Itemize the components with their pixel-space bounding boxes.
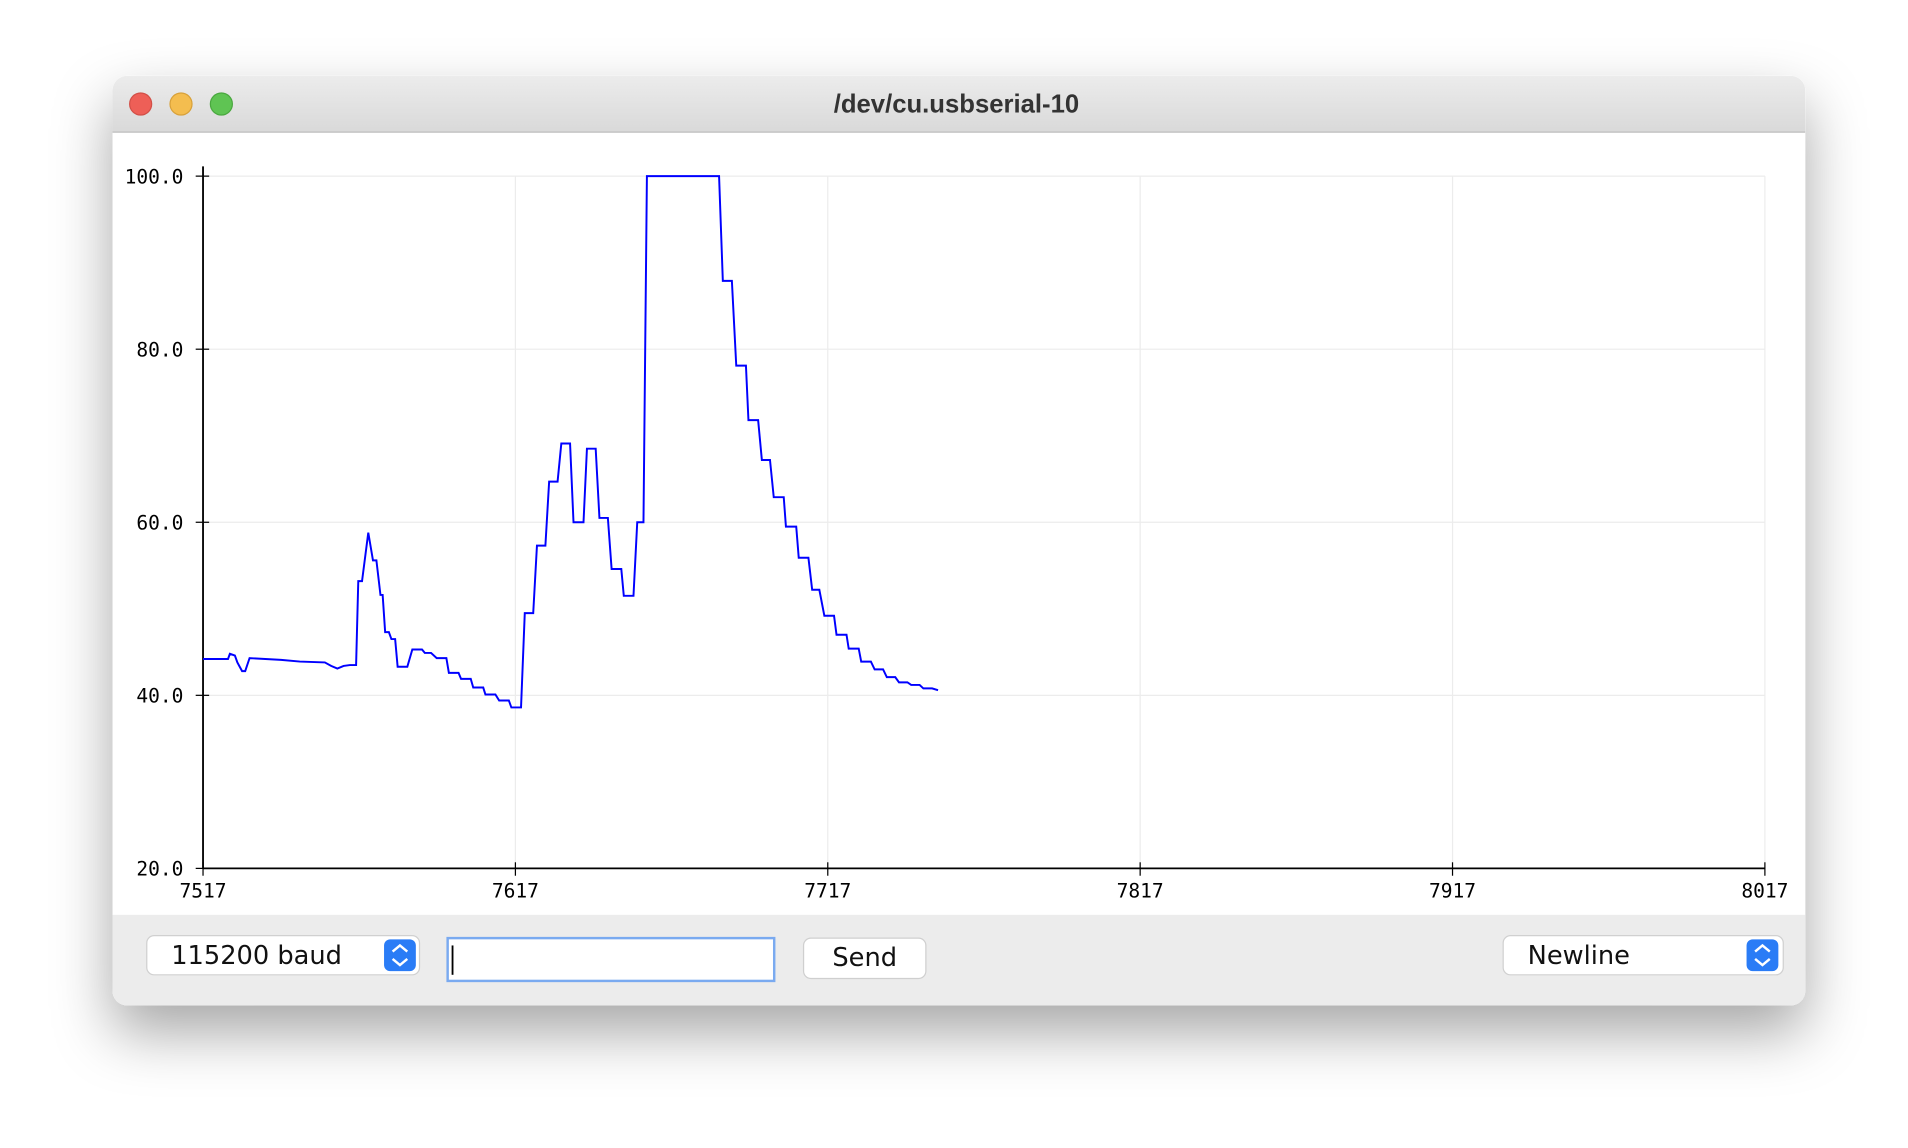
y-tick-label: 40.0 [136,685,183,708]
close-button[interactable] [129,92,153,116]
plot: 20.0 40.0 60.0 80.0 100.0 7517 7617 7717 7817 791… [125,165,1789,902]
baud-arrow-icon [391,943,409,967]
y-tick-label: 80.0 [136,339,183,362]
line-ending-select[interactable] [1502,935,1784,976]
y-tick-label: 100.0 [125,165,184,188]
baud-label: 115200 baud [171,941,342,971]
x-tick-label: 7717 [804,880,851,903]
x-tick-label: 7817 [1117,880,1164,903]
line-ending-label: Newline [1528,941,1630,971]
baud-arrows [384,939,416,972]
y-tick-label: 60.0 [136,512,183,535]
line-ending-arrow-icon [1754,943,1771,967]
x-tick-label: 7917 [1429,880,1476,903]
send-label: Send [832,943,897,973]
x-tick-label: 7617 [492,880,539,903]
x-tick-label: 8017 [1741,880,1788,903]
x-tick-label: 7517 [179,880,226,903]
window-title: /dev/cu.usbserial-10 [834,91,1079,119]
window [112,75,1806,1006]
line-ending-arrows [1746,939,1779,972]
baud-select[interactable] [146,935,421,976]
send-button[interactable] [802,937,927,980]
data-line [203,175,939,709]
message-input[interactable] [446,936,776,983]
y-tick-label: 20.0 [136,858,183,881]
minimize-button[interactable] [169,92,193,116]
title-bar [112,75,1806,133]
zoom-button[interactable] [209,92,233,116]
